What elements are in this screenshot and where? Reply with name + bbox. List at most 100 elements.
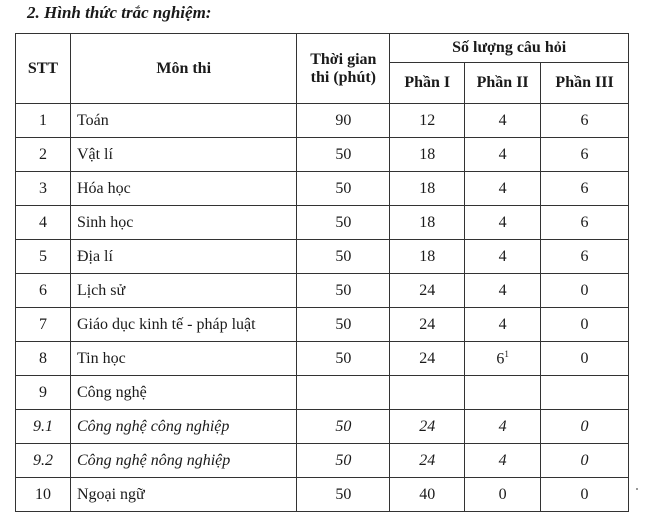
- table-row: 2 Vật lí 50 18 4 6: [15, 137, 629, 172]
- cell-time: 90: [296, 103, 391, 138]
- cell-mon: Công nghệ nông nghiệp: [69, 443, 298, 478]
- cell-p3: 0: [540, 443, 629, 478]
- cell-stt: 10: [15, 477, 71, 512]
- header-part-2: Phần II: [464, 62, 542, 104]
- cell-p1: 18: [389, 239, 466, 274]
- cell-text: 8: [38, 349, 47, 367]
- cell-text: 50: [335, 281, 352, 299]
- cell-text: Công nghệ nông nghiệp: [76, 451, 231, 469]
- cell-text: 50: [335, 417, 352, 435]
- cell-text: 6: [580, 247, 589, 265]
- cell-text: 4: [498, 451, 507, 469]
- cell-stt: 9.2: [15, 443, 71, 478]
- cell-p3: 0: [540, 273, 629, 308]
- cell-mon: Công nghệ: [69, 375, 298, 410]
- cell-mon: Tin học: [69, 341, 298, 376]
- cell-text: 4: [498, 179, 507, 197]
- table-row: 5 Địa lí 50 18 4 6: [15, 239, 629, 274]
- cell-p2: 4: [464, 171, 542, 206]
- exam-format-table: STT Môn thi Thời gian thi (phút) Số lượn…: [15, 33, 629, 512]
- cell-text: 50: [335, 179, 352, 197]
- cell-mon: Giáo dục kinh tế - pháp luật: [69, 307, 298, 342]
- cell-text: Toán: [76, 111, 109, 129]
- cell-text: Giáo dục kinh tế - pháp luật: [76, 315, 256, 333]
- cell-stt: 9: [15, 375, 71, 410]
- table-row: 9 Công nghệ: [15, 375, 629, 410]
- cell-time: 50: [296, 239, 391, 274]
- table-row: 9.1 Công nghệ công nghiệp 50 24 4 0: [15, 409, 629, 444]
- cell-text: 4: [38, 213, 47, 231]
- cell-text: 9.2: [32, 451, 53, 469]
- cell-text: 0: [580, 485, 589, 503]
- cell-text: 18: [419, 145, 436, 163]
- cell-time: 50: [296, 443, 391, 478]
- cell-text: 10: [34, 485, 51, 503]
- cell-p3: 6: [540, 205, 629, 240]
- table-row: 6 Lịch sử 50 24 4 0: [15, 273, 629, 308]
- cell-text: Lịch sử: [76, 281, 126, 299]
- cell-text: 18: [419, 213, 436, 231]
- cell-p1: 24: [389, 341, 466, 376]
- cell-text: 6: [580, 111, 589, 129]
- cell-text: Ngoại ngữ: [76, 485, 145, 503]
- cell-text: 6: [580, 213, 589, 231]
- cell-p1: 24: [389, 307, 466, 342]
- cell-text: Công nghệ công nghiệp: [76, 417, 230, 435]
- cell-text: 3: [38, 179, 47, 197]
- cell-p3: 6: [540, 239, 629, 274]
- cell-text: 24: [419, 281, 436, 299]
- header-duration: Thời gian thi (phút): [296, 33, 391, 104]
- cell-p1: 24: [389, 409, 466, 444]
- cell-text: 6: [38, 281, 47, 299]
- cell-time: [296, 375, 391, 410]
- cell-p1: 12: [389, 103, 466, 138]
- cell-text: 50: [335, 315, 352, 333]
- cell-text: 50: [335, 485, 352, 503]
- table-row: 4 Sinh học 50 18 4 6: [15, 205, 629, 240]
- cell-p2: 61: [464, 341, 542, 376]
- cell-text: 6: [580, 145, 589, 163]
- header-part-1: Phần I: [389, 62, 466, 104]
- cell-text: 2: [38, 145, 47, 163]
- cell-stt: 8: [15, 341, 71, 376]
- cell-text: 0: [580, 417, 589, 435]
- cell-p2: [464, 375, 542, 410]
- cell-text: 50: [335, 349, 352, 367]
- cell-stt: 5: [15, 239, 71, 274]
- cell-time: 50: [296, 137, 391, 172]
- cell-p1: 24: [389, 273, 466, 308]
- cell-time: 50: [296, 171, 391, 206]
- header-part-3: Phần III: [540, 62, 629, 104]
- cell-stt: 4: [15, 205, 71, 240]
- cell-text: 0: [498, 485, 507, 503]
- cell-mon: Địa lí: [69, 239, 298, 274]
- cell-p2: 4: [464, 103, 542, 138]
- cell-text: Tin học: [76, 349, 126, 367]
- cell-stt: 3: [15, 171, 71, 206]
- cell-text: 0: [580, 281, 589, 299]
- cell-p2: 4: [464, 137, 542, 172]
- cell-time: 50: [296, 409, 391, 444]
- cell-text: Công nghệ: [76, 383, 147, 401]
- section-title: 2. Hình thức trắc nghiệm:: [27, 3, 212, 22]
- cell-p2: 4: [464, 273, 542, 308]
- table-row: 1 Toán 90 12 4 6: [15, 103, 629, 138]
- cell-p1: [389, 375, 466, 410]
- cell-mon: Sinh học: [69, 205, 298, 240]
- footnote-marker: 1: [504, 348, 509, 359]
- header-question-count: Số lượng câu hỏi: [389, 33, 629, 63]
- cell-p3: 0: [540, 341, 629, 376]
- header-stt: STT: [15, 33, 71, 104]
- cell-text: 0: [580, 349, 589, 367]
- cell-text: 4: [498, 213, 507, 231]
- cell-stt: 9.1: [15, 409, 71, 444]
- table-row: 7 Giáo dục kinh tế - pháp luật 50 24 4 0: [15, 307, 629, 342]
- cell-stt: 2: [15, 137, 71, 172]
- cell-text: 50: [335, 145, 352, 163]
- table-row: 10 Ngoại ngữ 50 40 0 0: [15, 477, 629, 512]
- cell-stt: 6: [15, 273, 71, 308]
- cell-p3: 6: [540, 171, 629, 206]
- cell-text: 24: [419, 349, 436, 367]
- cell-text: 4: [498, 247, 507, 265]
- table-row: 9.2 Công nghệ nông nghiệp 50 24 4 0: [15, 443, 629, 478]
